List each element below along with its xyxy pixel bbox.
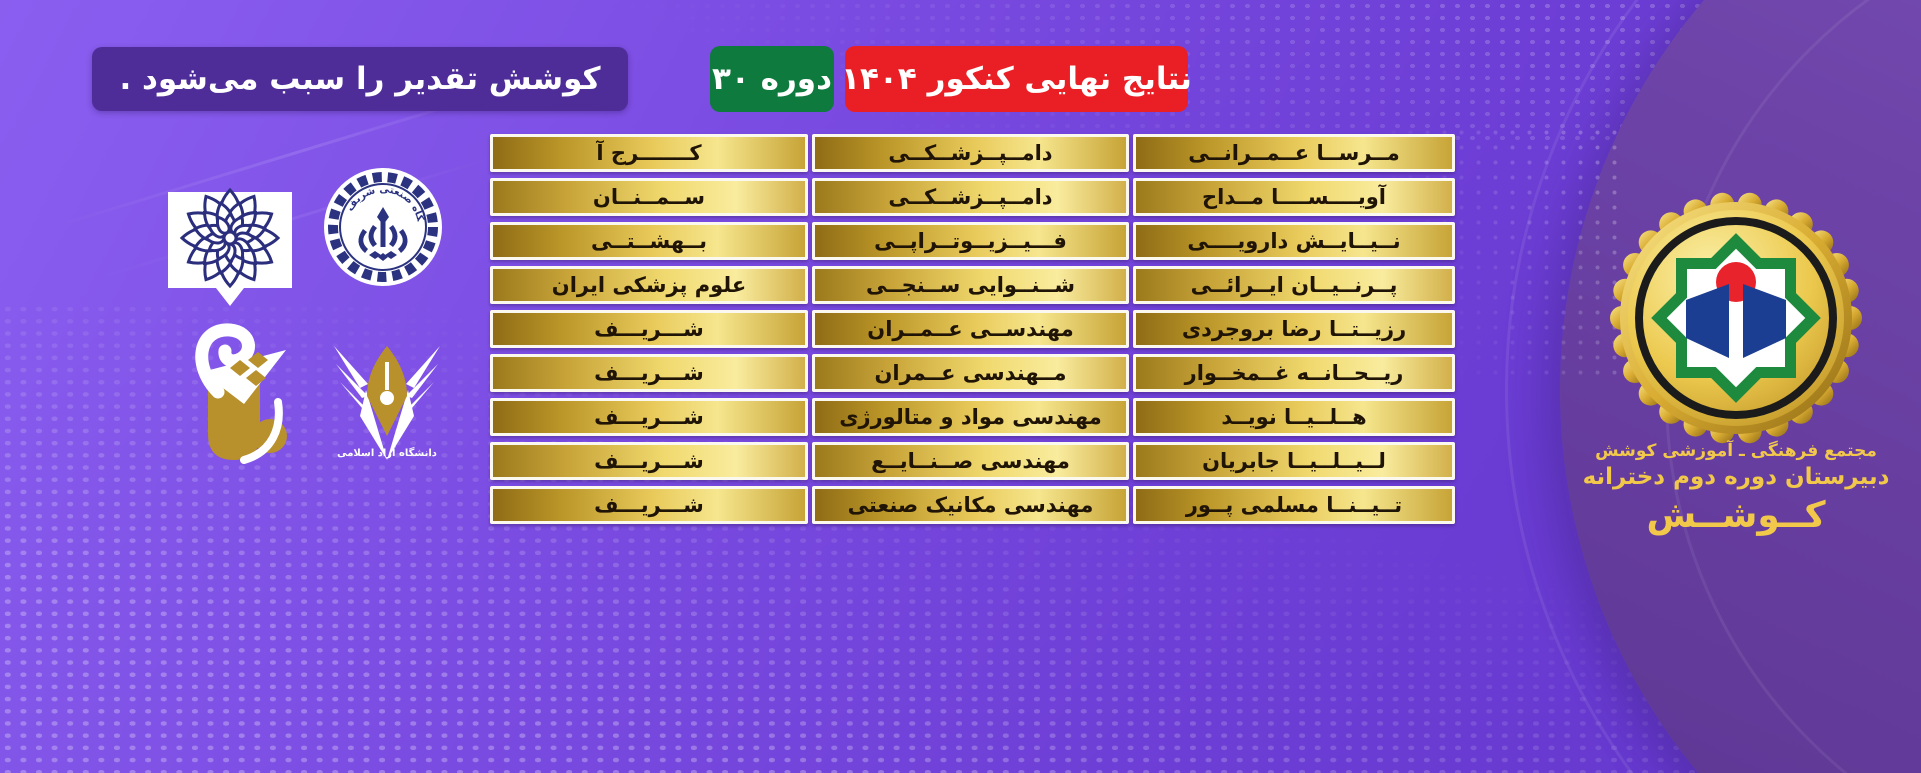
table-row: بــهشــتــی فـــیــزیــوتــراپــی نــیــ… [490,222,1455,260]
major-cell: دامــپــزشــکــی [812,178,1129,216]
university-cell: شـــریـــف [490,354,808,392]
student-name-cell: تــیــنــا مسلمی پــور [1133,486,1455,524]
period-badge: دوره ۳۰ [710,46,834,112]
motto-text: کوشش تقدیر را سبب می‌شود . [119,61,601,97]
school-level-name: دبیرستان دوره دوم دخترانه [1582,463,1890,490]
student-name-cell: رزیــتــا رضا بروجردی [1133,310,1455,348]
beheshti-university-logo [166,176,294,308]
student-name-cell: نــیــایــش دارویــــی [1133,222,1455,260]
beheshti-logo-graphic [168,187,292,306]
school-complex-name: مجتمع فرهنگی ـ آموزشی کوشش [1595,441,1877,461]
school-badge-graphic [1610,192,1862,444]
university-cell: شـــریـــف [490,398,808,436]
sharif-tree-emblem [358,207,408,261]
title-text: نتایج نهایی کنکور ۱۴۰۴ [841,61,1192,97]
student-name-cell: لــیــلــیــا جابریان [1133,442,1455,480]
medical-logo-graphic [195,323,287,464]
title-banner: نتایج نهایی کنکور ۱۴۰۴ [841,46,1192,112]
major-cell: شــنــوایی ســنجــی [812,266,1129,304]
major-cell: دامــپــزشــکــی [812,134,1129,172]
results-table: کـــــــرج آ دامــپــزشــکــی مــرســا ع… [490,134,1455,530]
table-row: شـــریـــف مهندسی مواد و متالورژی هــلــ… [490,398,1455,436]
university-cell: ســمــنــان [490,178,808,216]
azad-logo-graphic: دانشگاه آزاد اسلامی [334,346,440,460]
university-cell: شـــریـــف [490,442,808,480]
azad-university-logo: دانشگاه آزاد اسلامی [332,320,442,480]
iran-medical-university-logo [188,306,288,478]
school-name: کــوشــش [1646,494,1826,536]
university-cell: بــهشــتــی [490,222,808,260]
school-badge [1609,191,1863,445]
azad-caption: دانشگاه آزاد اسلامی [337,446,437,459]
table-row: شـــریـــف مهندسی مکانیک صنعتی تــیــنــ… [490,486,1455,524]
major-cell: مهندســی عــمــران [812,310,1129,348]
school-caption: مجتمع فرهنگی ـ آموزشی کوشش دبیرستان دوره… [1561,440,1911,538]
sharif-university-logo: دانشگاه صنعتی شریف [322,166,444,288]
student-name-cell: مــرســا عــمــرانــی [1133,134,1455,172]
table-row: شـــریـــف مــهندسی عــمران ریــحــانــه… [490,354,1455,392]
major-cell: مــهندسی عــمران [812,354,1129,392]
kooshesh-emblem [1651,233,1821,403]
major-cell: فـــیــزیــوتــراپــی [812,222,1129,260]
period-text: دوره ۳۰ [712,61,832,97]
sharif-logo-graphic: دانشگاه صنعتی شریف [324,168,442,286]
table-row: علوم پزشکی ایران شــنــوایی ســنجــی پــ… [490,266,1455,304]
major-cell: مهندسی صــنــایــع [812,442,1129,480]
motto-banner: کوشش تقدیر را سبب می‌شود . [92,47,628,111]
university-cell: شـــریـــف [490,486,808,524]
table-row: شـــریـــف مهندسی صــنــایــع لــیــلــی… [490,442,1455,480]
table-row: ســمــنــان دامــپــزشــکــی آویــــســـ… [490,178,1455,216]
student-name-cell: آویــــســــا مــداح [1133,178,1455,216]
university-cell: کـــــــرج آ [490,134,808,172]
university-cell: علوم پزشکی ایران [490,266,808,304]
student-name-cell: پــرنــیــان ایــرائــی [1133,266,1455,304]
student-name-cell: هــلــیــا نویــد [1133,398,1455,436]
table-row: کـــــــرج آ دامــپــزشــکــی مــرســا ع… [490,134,1455,172]
major-cell: مهندسی مکانیک صنعتی [812,486,1129,524]
table-row: شـــریـــف مهندســی عــمــران رزیــتــا … [490,310,1455,348]
student-name-cell: ریــحــانــه غــمخــوار [1133,354,1455,392]
major-cell: مهندسی مواد و متالورژی [812,398,1129,436]
university-cell: شـــریـــف [490,310,808,348]
decor-ring [1505,0,1921,773]
